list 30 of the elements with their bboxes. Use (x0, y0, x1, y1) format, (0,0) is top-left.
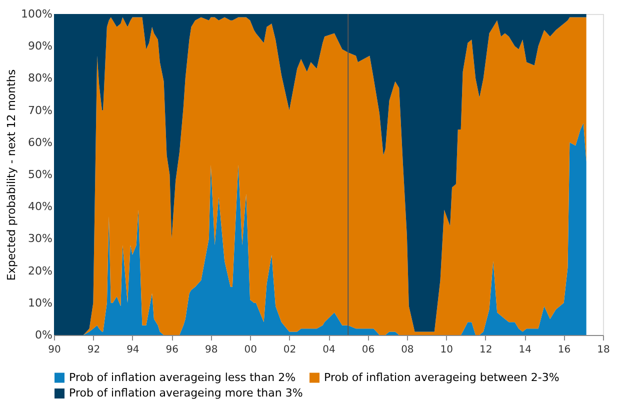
y-axis-title: Expected probability - next 12 months (5, 69, 18, 281)
x-tick-label: 90 (48, 344, 61, 356)
legend-label: Prob of inflation averageing less than 2% (69, 370, 296, 384)
x-tick-label: 02 (283, 344, 296, 356)
x-tick-label: 00 (244, 344, 257, 356)
y-tick-label: 80% (28, 72, 52, 85)
y-tick-label: 30% (28, 232, 52, 246)
x-tick-label: 08 (401, 344, 414, 356)
x-tick-label: 96 (166, 344, 179, 356)
x-tick-label: 94 (126, 344, 140, 356)
y-tick-label: 20% (28, 264, 52, 278)
y-tick-label: 10% (28, 296, 52, 310)
x-tick-label: 16 (558, 344, 571, 356)
legend-label: Prob of inflation averageing more than 3% (69, 386, 303, 400)
x-tick-label: 04 (322, 344, 336, 356)
x-tick-label: 12 (479, 344, 492, 356)
x-tick-label: 98 (204, 344, 218, 356)
x-tick-label: 18 (597, 344, 610, 356)
y-tick-label: 70% (28, 104, 52, 117)
y-tick-label: 50% (28, 168, 52, 181)
x-tick-label: 14 (518, 344, 532, 356)
x-tick-label: 10 (440, 344, 454, 356)
x-tick-label: 92 (87, 344, 100, 356)
x-tick-label: 06 (362, 344, 375, 356)
y-tick-label: 100% (21, 8, 52, 20)
legend-label: Prob of inflation averageing between 2-3% (324, 370, 560, 384)
y-tick-label: 90% (28, 40, 52, 53)
y-tick-label: 40% (28, 200, 52, 214)
y-tick-label: 0% (35, 328, 52, 342)
y-tick-label: 60% (28, 136, 52, 149)
